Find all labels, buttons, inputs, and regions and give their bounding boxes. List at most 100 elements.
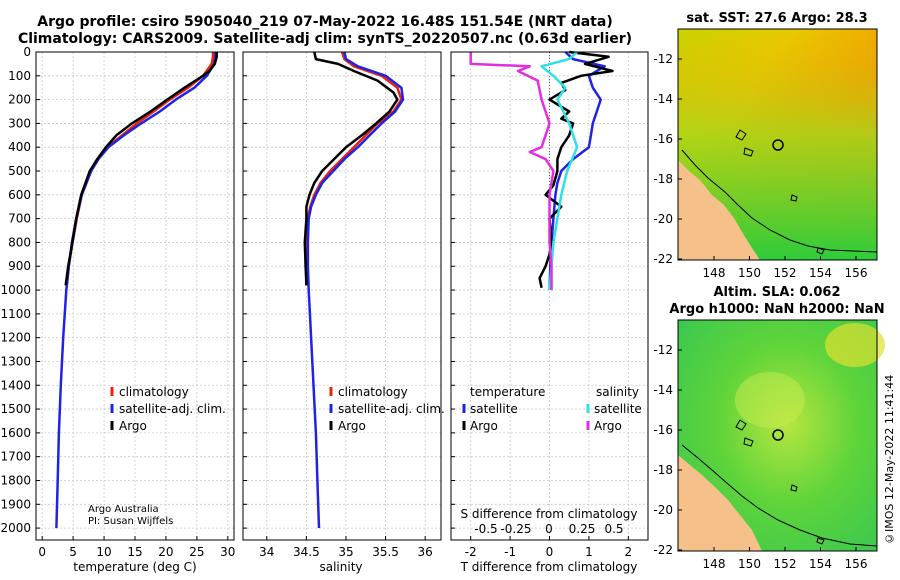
plot-frame: [35, 51, 235, 541]
salinity-legend: climatology satellite-adj. clim. Argo: [329, 385, 445, 433]
lon-tick-label: 150: [738, 266, 761, 280]
difference-panel: -2 -1 0 1 2: [450, 50, 649, 559]
series-line-salinity-satellite: [540, 51, 579, 291]
lon-tick-label: 156: [845, 557, 868, 571]
lat-tick-label: -14: [653, 383, 673, 397]
temperature-panel: 0 5 10 15 20 25 30: [35, 51, 235, 559]
depth-tick-label: 1600: [0, 426, 31, 440]
lat-tick-label: -12: [653, 343, 673, 357]
lon-tick-label: 148: [703, 557, 726, 571]
x-tick-label: 0: [546, 545, 554, 559]
lat-tick-label: -12: [653, 52, 673, 66]
lon-tick-label: 148: [703, 266, 726, 280]
depth-tick-label: 2000: [0, 521, 31, 535]
depth-tick-label: 800: [8, 235, 31, 249]
lat-tick-label: -16: [653, 132, 673, 146]
salinity-xlabel: salinity: [319, 560, 362, 574]
legend-label-satellite: satellite-adj. clim.: [119, 402, 226, 416]
depth-tick-label: 400: [8, 140, 31, 154]
lon-tick-label: 152: [774, 557, 797, 571]
legend-label-climatology: climatology: [119, 385, 189, 399]
imos-credit: ©IMOS 12-May-2022 11:41:44: [883, 374, 896, 545]
lat-tick-label: -22: [653, 543, 673, 557]
sla-map-title-2: Argo h1000: NaN h2000: NaN: [669, 302, 884, 317]
s-tick-label: -0.5: [474, 522, 497, 536]
lat-tick-label: -18: [653, 463, 673, 477]
argo-location-marker-sla: [772, 429, 784, 441]
depth-tick-label: 900: [8, 259, 31, 273]
sla-reef: [681, 444, 878, 547]
x-tick-label: 5: [69, 545, 77, 559]
title-line-2: Climatology: CARS2009. Satellite-adj cli…: [17, 31, 633, 47]
depth-tick-label: 1200: [0, 331, 31, 345]
depth-tick-label: 1000: [0, 283, 31, 297]
temperature-legend: climatology satellite-adj. clim. Argo: [110, 385, 226, 433]
depth-tick-label: 0: [23, 45, 31, 59]
x-tick-label: -2: [465, 545, 477, 559]
credit-pi: PI: Susan Wijffels: [88, 516, 173, 527]
depth-tick-label: 500: [8, 164, 31, 178]
x-tick-label: -1: [504, 545, 516, 559]
lat-tick-label: -14: [653, 92, 673, 106]
lat-tick-label: -20: [653, 503, 673, 517]
x-tick-label: 34: [259, 545, 274, 559]
x-tick-label: 10: [96, 545, 111, 559]
series-line-salinity-argo: [469, 52, 555, 290]
series-line-argo: [64, 52, 218, 286]
lat-tick-label: -20: [653, 212, 673, 226]
depth-tick-label: 700: [8, 212, 31, 226]
s-tick-label: 0.25: [569, 522, 596, 536]
sst-map-title: sat. SST: 27.6 Argo: 28.3: [686, 11, 867, 26]
lat-tick-label: -22: [653, 252, 673, 266]
series-line-temperature-argo: [538, 50, 614, 288]
lat-tick-label: -16: [653, 423, 673, 437]
legend-label-s-argo: Argo: [594, 419, 622, 433]
series-line-climatology: [65, 52, 215, 286]
sst-map-frame: [677, 28, 878, 261]
lat-tick-label: -18: [653, 172, 673, 186]
legend-label-argo: Argo: [338, 419, 366, 433]
difference-s-label: S difference from climatology: [461, 507, 638, 521]
legend-label-t-satellite: satellite: [470, 402, 518, 416]
series-line-argo: [303, 51, 399, 286]
sst-land: [678, 160, 760, 260]
depth-tick-label: 1500: [0, 402, 31, 416]
depth-tick-label: 1700: [0, 450, 31, 464]
sla-warm-patch: [825, 323, 885, 367]
sla-land: [678, 455, 762, 551]
depth-tick-label: 1900: [0, 497, 31, 511]
x-tick-label: 36: [418, 545, 433, 559]
depth-tick-label: 1300: [0, 354, 31, 368]
lon-tick-label: 156: [845, 266, 868, 280]
depth-tick-label: 100: [8, 69, 31, 83]
legend-label-argo: Argo: [119, 419, 147, 433]
salinity-panel: 34 34.5 35 35.5 36: [242, 51, 442, 559]
sst-map: [677, 28, 878, 261]
sla-map-frame: [677, 319, 878, 552]
s-tick-label: 0: [545, 522, 553, 536]
x-tick-label: 2: [624, 545, 632, 559]
x-tick-label: 35: [338, 545, 353, 559]
x-tick-label: 35.5: [372, 545, 399, 559]
x-tick-label: 1: [585, 545, 593, 559]
plot-frame: [450, 51, 649, 541]
difference-legend: temperature salinity satellite Argo sate…: [462, 385, 642, 433]
legend-label-climatology: climatology: [338, 385, 408, 399]
lon-tick-label: 152: [774, 266, 797, 280]
legend-label-satellite: satellite-adj. clim.: [338, 402, 445, 416]
temperature-xlabel: temperature (deg C): [73, 560, 196, 574]
sst-map-ticks: -12 -14 -16 -18 -20 -22 148 150 152 154 156: [653, 52, 867, 280]
x-tick-label: 25: [189, 545, 204, 559]
lon-tick-label: 154: [809, 266, 832, 280]
x-tick-label: 20: [158, 545, 173, 559]
sla-map: [677, 319, 885, 552]
credit-argo-australia: Argo Australia: [88, 504, 159, 515]
sst-islands: [735, 129, 825, 255]
depth-tick-label: 600: [8, 188, 31, 202]
x-tick-label: 15: [127, 545, 142, 559]
plot-frame: [242, 51, 442, 541]
x-tick-label: 30: [220, 545, 235, 559]
legend-label-t-argo: Argo: [470, 419, 498, 433]
sla-islands: [735, 419, 825, 545]
